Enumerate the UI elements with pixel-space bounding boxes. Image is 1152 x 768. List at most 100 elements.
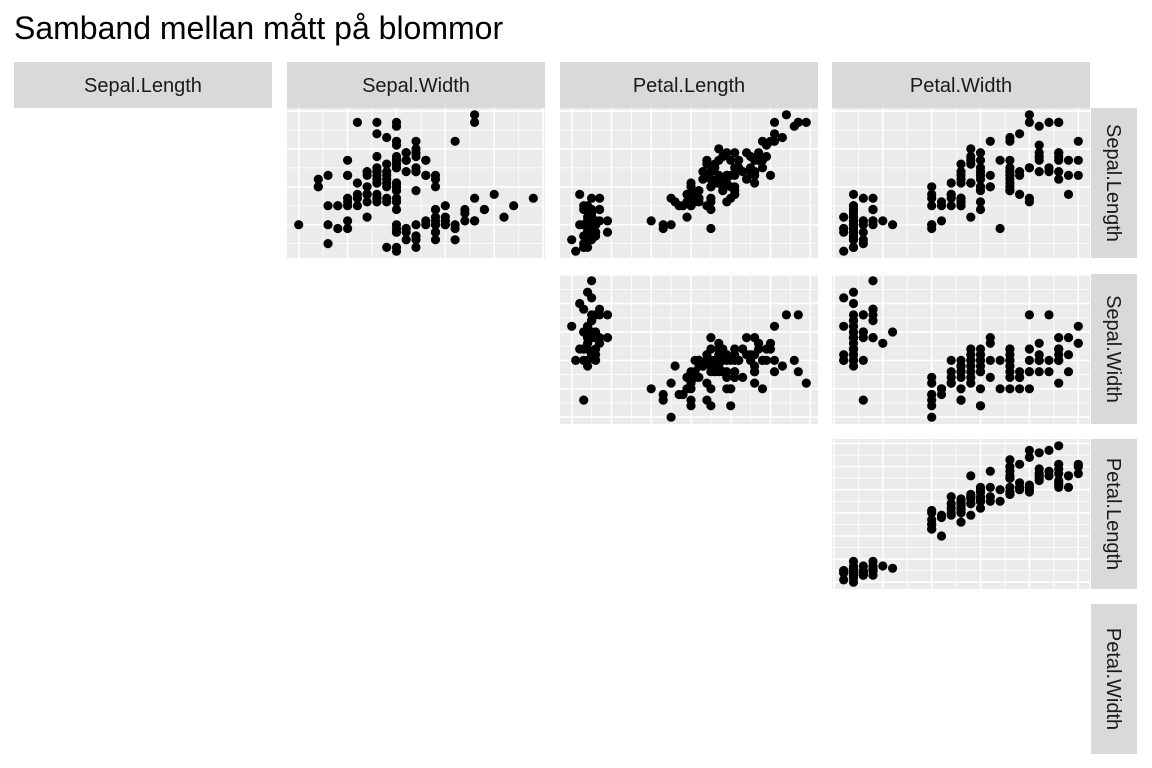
data-point [858, 568, 868, 578]
data-point [1005, 186, 1015, 196]
data-point [839, 321, 849, 331]
data-point [1054, 355, 1064, 365]
data-point [1015, 459, 1025, 469]
strip-right-sepal-length [1091, 108, 1137, 258]
data-point [1024, 197, 1034, 207]
data-point [966, 144, 976, 154]
data-point [975, 492, 986, 502]
data-point [528, 193, 538, 203]
data-point [595, 204, 605, 215]
data-point [470, 110, 480, 120]
data-point [995, 485, 1005, 495]
data-point [946, 193, 956, 203]
data-point [946, 492, 956, 502]
data-point [710, 178, 720, 188]
data-point [666, 193, 676, 203]
data-point [793, 117, 803, 127]
data-point [670, 361, 680, 371]
data-point [1024, 445, 1034, 455]
data-point [1015, 170, 1025, 180]
data-point [858, 395, 868, 405]
data-point [966, 178, 976, 188]
strip-top-label-petal-width: Petal.Width [910, 75, 1012, 97]
data-point [571, 355, 581, 365]
data-point [391, 193, 402, 203]
data-point [761, 151, 772, 162]
data-point [587, 193, 597, 203]
data-point [1024, 310, 1034, 320]
data-point [430, 216, 441, 226]
data-point [1005, 473, 1015, 483]
data-point [956, 367, 966, 377]
data-point [401, 235, 411, 245]
strip-right-label-petal-length: Petal.Length [1102, 458, 1124, 570]
data-point [757, 384, 768, 394]
data-point [698, 174, 708, 184]
data-point [391, 227, 402, 237]
panel-petal-length-vs-sepal-width [560, 274, 818, 424]
data-point [1034, 338, 1044, 348]
data-point [995, 223, 1005, 234]
data-point [1005, 136, 1015, 146]
data-point [1015, 129, 1025, 139]
data-point [1024, 163, 1034, 173]
data-point [1044, 117, 1054, 127]
data-point [985, 170, 995, 180]
data-point [1024, 384, 1034, 394]
data-point [1044, 167, 1054, 177]
data-point [1005, 462, 1015, 472]
data-point [848, 235, 859, 245]
data-point [686, 178, 696, 188]
data-point [421, 220, 431, 230]
data-point [1015, 189, 1025, 199]
data-point [946, 503, 956, 513]
data-point [927, 524, 937, 534]
data-point [579, 327, 589, 337]
data-point [975, 182, 986, 192]
data-point [1015, 372, 1025, 382]
data-point [489, 189, 499, 199]
data-point [975, 204, 986, 215]
data-point [985, 182, 995, 192]
data-point [975, 367, 986, 377]
data-point [888, 327, 898, 337]
data-point [430, 174, 441, 184]
data-point [781, 110, 792, 120]
data-point [646, 384, 656, 394]
data-point [460, 208, 470, 218]
strip-top-label-sepal-width: Sepal.Width [362, 75, 470, 97]
data-point [718, 355, 728, 365]
chart-title: Samband mellan mått på blommor [14, 10, 504, 46]
data-point [333, 201, 343, 211]
data-point [858, 193, 868, 203]
data-point [839, 575, 849, 585]
data-point [1024, 344, 1034, 354]
data-point [769, 321, 780, 331]
data-point [1024, 480, 1034, 490]
data-point [421, 155, 431, 165]
data-point [878, 338, 888, 348]
data-point [583, 227, 593, 237]
data-point [742, 148, 752, 158]
data-point [1024, 110, 1034, 120]
data-point [382, 193, 392, 203]
data-point [927, 395, 937, 405]
data-point [602, 216, 613, 226]
data-point [421, 170, 431, 180]
data-point [975, 401, 986, 411]
data-point [765, 170, 776, 180]
data-point [936, 384, 947, 394]
data-point [839, 355, 849, 365]
data-point [1054, 378, 1064, 388]
data-point [738, 372, 748, 382]
data-point [848, 355, 859, 365]
data-point [730, 355, 740, 365]
data-point [333, 223, 343, 234]
data-point [1073, 459, 1083, 469]
data-point [858, 310, 868, 320]
data-point [1063, 482, 1074, 492]
data-point [750, 378, 760, 388]
data-point [754, 338, 764, 348]
data-point [391, 220, 402, 230]
data-point [411, 136, 421, 146]
